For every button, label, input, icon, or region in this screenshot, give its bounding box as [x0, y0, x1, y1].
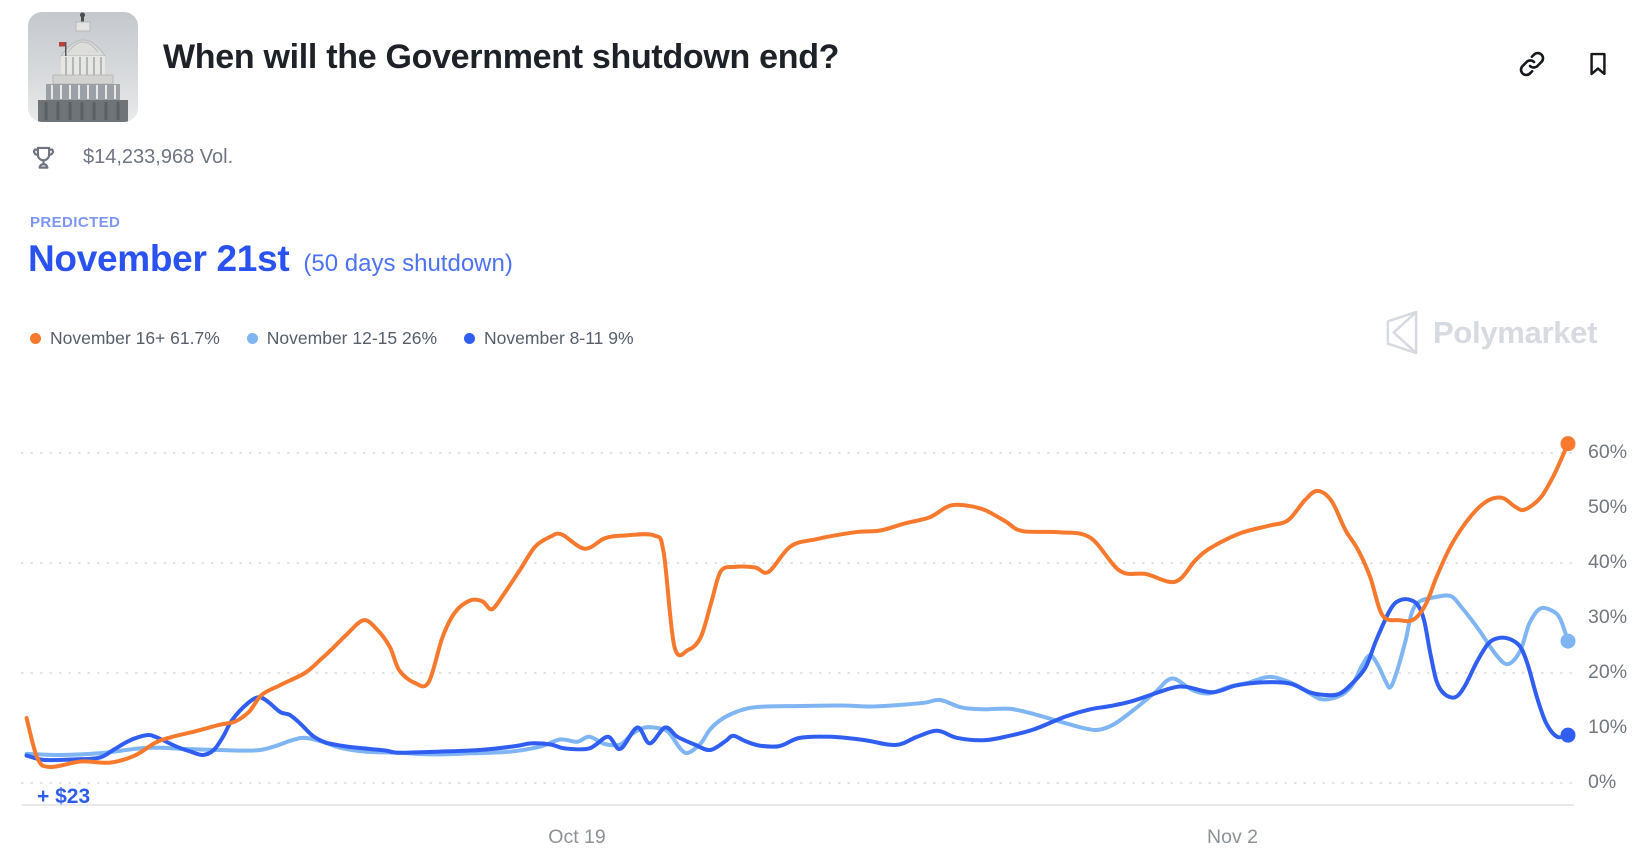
legend-dot-blue — [464, 333, 476, 344]
series-endpoint-dot-1 — [1560, 633, 1576, 649]
predicted-value: November 21st — [28, 238, 290, 279]
predicted-line: November 21st (50 days shutdown) — [28, 238, 513, 280]
chart-legend: November 16+ 61.7% November 12-15 26% No… — [30, 328, 634, 349]
predicted-annotation: (50 days shutdown) — [303, 250, 513, 277]
y-axis-label-50: 50% — [1588, 496, 1627, 518]
predicted-label: PREDICTED — [30, 214, 121, 231]
y-axis-label-40: 40% — [1588, 551, 1627, 573]
legend-item-november-12-15[interactable]: November 12-15 26% — [246, 328, 438, 349]
series-line-0 — [24, 441, 1570, 770]
legend-item-november-8-11[interactable]: November 8-11 9% — [464, 328, 634, 349]
polymarket-watermark-text: Polymarket — [1433, 314, 1598, 350]
market-avatar-capitol-image — [28, 12, 138, 122]
link-icon — [1519, 51, 1545, 77]
bookmark-button[interactable] — [1582, 48, 1614, 80]
position-annotation: + $23 — [37, 785, 90, 808]
legend-item-november-16plus[interactable]: November 16+ 61.7% — [30, 328, 220, 349]
page-title: When will the Government shutdown end? — [163, 38, 840, 76]
y-axis-label-30: 30% — [1588, 606, 1627, 628]
polymarket-logo-icon — [1386, 310, 1418, 355]
legend-label: November 16+ 61.7% — [50, 328, 220, 348]
y-axis-label-0: 0% — [1588, 771, 1616, 793]
polymarket-watermark: Polymarket — [1383, 310, 1597, 355]
x-axis-label: Nov 2 — [1207, 826, 1258, 848]
legend-dot-light-blue — [246, 333, 258, 344]
x-axis-label: Oct 19 — [548, 826, 605, 848]
capitol-illustration — [28, 12, 138, 122]
y-axis-label-60: 60% — [1588, 441, 1627, 463]
legend-dot-orange — [30, 333, 41, 344]
legend-label: November 12-15 26% — [266, 328, 438, 348]
header-actions — [1516, 48, 1614, 80]
legend-label: November 8-11 9% — [484, 328, 634, 348]
bookmark-icon — [1590, 52, 1606, 76]
y-axis-label-10: 10% — [1588, 716, 1627, 738]
series-line-1 — [24, 593, 1570, 757]
y-axis-label-20: 20% — [1588, 661, 1627, 683]
series-endpoint-dot-0 — [1560, 436, 1576, 452]
series-line-2 — [24, 597, 1570, 763]
volume-row: $14,233,968 Vol. — [30, 144, 233, 171]
copy-link-button[interactable] — [1516, 48, 1548, 80]
series-endpoint-dot-2 — [1560, 727, 1576, 743]
trophy-icon — [33, 146, 54, 169]
volume-text: $14,233,968 Vol. — [83, 146, 234, 168]
